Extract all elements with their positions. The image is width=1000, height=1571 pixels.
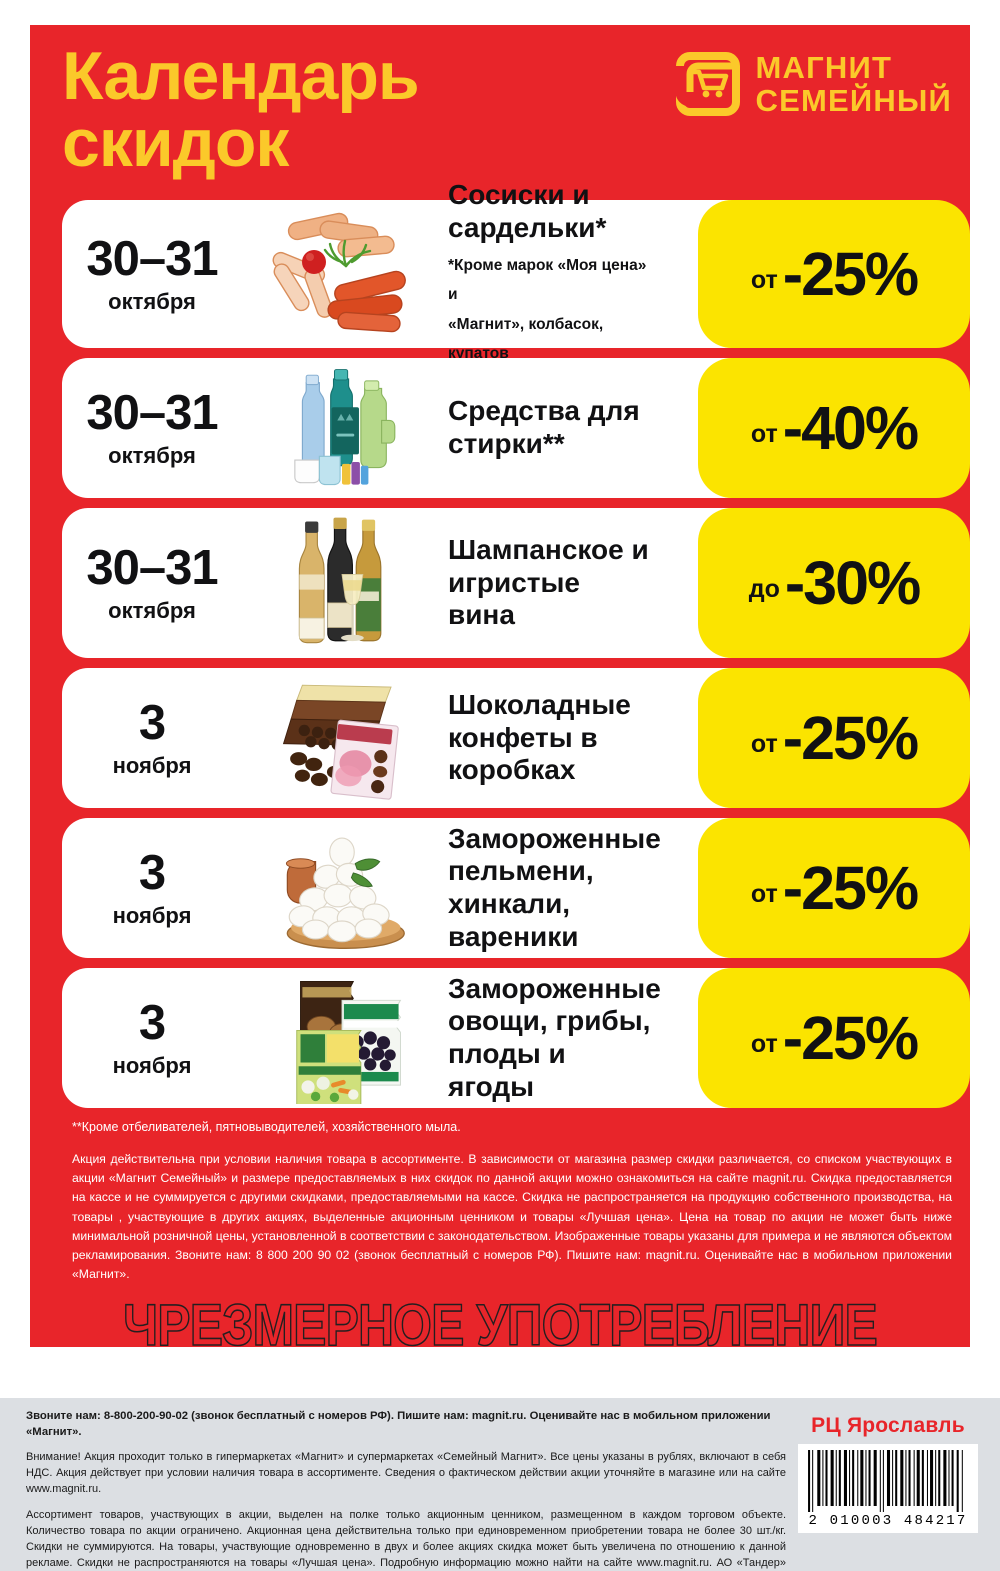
promo-date-month: ноября bbox=[112, 753, 192, 778]
discount-prefix: от bbox=[750, 879, 778, 908]
promo-date-day: 30–31 bbox=[86, 541, 218, 595]
footer-paragraph-1: Внимание! Акция проходит только в гиперм… bbox=[26, 1450, 786, 1496]
brand-logo: МАГНИТ СЕМЕЙНЫЙ bbox=[675, 51, 952, 118]
promo-row[interactable]: 30–31 октября bbox=[62, 179, 970, 362]
promo-date-day: 3 bbox=[138, 696, 166, 750]
poster-header: Календарь скидок МАГНИТ СЕМЕЙН bbox=[30, 25, 970, 200]
promo-date-day: 30–31 bbox=[86, 386, 218, 440]
discount-prefix: от bbox=[750, 1029, 778, 1058]
discount-badge: до -30% bbox=[698, 508, 970, 658]
distribution-center-block: РЦ Ярославль bbox=[798, 1414, 978, 1533]
promo-date: 3 ноября bbox=[62, 818, 242, 958]
discount-value: -25% bbox=[782, 703, 919, 772]
promo-title-block: Сосиски и сардельки* *Кроме марок «Моя ц… bbox=[448, 179, 652, 362]
promo-date-day: 3 bbox=[138, 996, 166, 1050]
distribution-center-label: РЦ Ярославль bbox=[811, 1414, 965, 1437]
promo-title-block: Замороженные пельмени, хинкали, вареники bbox=[448, 818, 661, 958]
poster-legal: **Кроме отбеливателей, пятновыводителей,… bbox=[72, 1118, 952, 1285]
discount-prefix: от bbox=[750, 729, 778, 758]
chocolate-box-image bbox=[242, 672, 442, 804]
discount-prefix: до bbox=[748, 574, 780, 603]
promo-title-block: Шоколадные конфеты в коробках bbox=[448, 668, 652, 808]
promo-date: 30–31 октября bbox=[62, 508, 242, 658]
legal-star-note: **Кроме отбеливателей, пятновыводителей,… bbox=[72, 1120, 461, 1134]
promo-date: 30–31 октября bbox=[62, 200, 242, 348]
promo-row[interactable]: 30–31 октября bbox=[62, 508, 970, 658]
promo-note: *Кроме марок «Моя цена» и «Магнит», колб… bbox=[448, 251, 652, 369]
dumplings-image bbox=[242, 822, 442, 954]
discount-value: -25% bbox=[782, 1003, 919, 1072]
discount-badge: от -25% bbox=[698, 818, 970, 958]
promo-row[interactable]: 3 ноября bbox=[62, 818, 970, 958]
footer-paragraph-2: Ассортимент товаров, участвующих в акции… bbox=[26, 1508, 786, 1570]
discount-value: -25% bbox=[782, 239, 919, 308]
barcode: 2 010003 484217 bbox=[798, 1444, 978, 1533]
footer-text-block: Звоните нам: 8-800-200-90-02 (звонок бес… bbox=[26, 1408, 786, 1571]
promo-title-block: Замороженные овощи, грибы, плоды и ягоды bbox=[448, 968, 661, 1108]
champagne-bottles-image bbox=[242, 512, 442, 654]
promo-title: Шоколадные конфеты в коробках bbox=[448, 688, 631, 786]
promo-title: Шампанское и игристые вина bbox=[448, 533, 649, 631]
promo-date: 30–31 октября bbox=[62, 358, 242, 498]
promo-row[interactable]: 30–31 октября bbox=[62, 358, 970, 498]
promo-date-month: октября bbox=[108, 443, 196, 468]
promo-date: 3 ноября bbox=[62, 668, 242, 808]
promo-title: Сосиски и сардельки* bbox=[448, 179, 607, 244]
promo-date-day: 30–31 bbox=[86, 232, 218, 286]
shopping-cart-logo-icon bbox=[675, 52, 740, 117]
discount-prefix: от bbox=[750, 419, 778, 448]
frozen-vegetables-image bbox=[242, 972, 442, 1104]
page-title: Календарь скидок bbox=[62, 42, 420, 181]
alcohol-warning: ЧРЕЗМЕРНОЕ УПОТРЕБЛЕНИЕ АЛКОГОЛЯ ВРЕДИТ … bbox=[96, 1292, 904, 1347]
discount-badge: от -40% bbox=[698, 358, 970, 498]
barcode-number: 2 010003 484217 bbox=[808, 1513, 968, 1529]
detergent-bottles-image bbox=[242, 362, 442, 494]
brand-line-2: СЕМЕЙНЫЙ bbox=[755, 83, 952, 119]
headline-line-1: Календарь bbox=[62, 38, 420, 114]
sausages-image bbox=[242, 204, 442, 344]
footer: Звоните нам: 8-800-200-90-02 (звонок бес… bbox=[0, 1398, 1000, 1571]
brand-name: МАГНИТ СЕМЕЙНЫЙ bbox=[756, 51, 952, 118]
alcohol-warning-line-1: ЧРЕЗМЕРНОЕ УПОТРЕБЛЕНИЕ АЛКОГОЛЯ bbox=[122, 1292, 878, 1347]
promo-note-line-1: *Кроме марок «Моя цена» и bbox=[448, 256, 647, 304]
discount-badge: от -25% bbox=[698, 668, 970, 808]
promo-poster: Календарь скидок МАГНИТ СЕМЕЙН bbox=[30, 25, 970, 1347]
promo-date-month: октября bbox=[108, 598, 196, 623]
promo-title-block: Средства для стирки** bbox=[448, 358, 652, 498]
promo-note-line-2: «Магнит», колбасок, купатов bbox=[448, 315, 604, 363]
discount-badge: от -25% bbox=[698, 968, 970, 1108]
promo-date-month: ноября bbox=[112, 903, 192, 928]
brand-line-1: МАГНИТ bbox=[755, 50, 893, 85]
promo-date-day: 3 bbox=[138, 846, 166, 900]
promo-title-block: Шампанское и игристые вина bbox=[448, 508, 652, 658]
barcode-bars-icon bbox=[808, 1450, 963, 1512]
promo-title: Замороженные овощи, грибы, плоды и ягоды bbox=[448, 972, 661, 1102]
promo-date-month: ноября bbox=[112, 1053, 192, 1078]
legal-body: Акция действительна при условии наличия … bbox=[72, 1151, 952, 1282]
promo-title: Средства для стирки** bbox=[448, 395, 640, 459]
discount-value: -25% bbox=[782, 853, 919, 922]
footer-contact-line: Звоните нам: 8-800-200-90-02 (звонок бес… bbox=[26, 1410, 771, 1439]
promo-date-month: октября bbox=[108, 289, 196, 314]
discount-badge: от -25% bbox=[698, 200, 970, 348]
promo-title: Замороженные пельмени, хинкали, вареники bbox=[448, 822, 661, 952]
promo-list: 30–31 октября bbox=[30, 179, 970, 1108]
promo-date: 3 ноября bbox=[62, 968, 242, 1108]
promo-row[interactable]: 3 ноября bbox=[62, 668, 970, 808]
discount-value: -40% bbox=[782, 393, 919, 462]
promo-row[interactable]: 3 ноября bbox=[62, 968, 970, 1108]
headline-line-2: скидок bbox=[62, 104, 289, 181]
discount-prefix: от bbox=[750, 265, 778, 294]
discount-value: -30% bbox=[784, 548, 921, 617]
